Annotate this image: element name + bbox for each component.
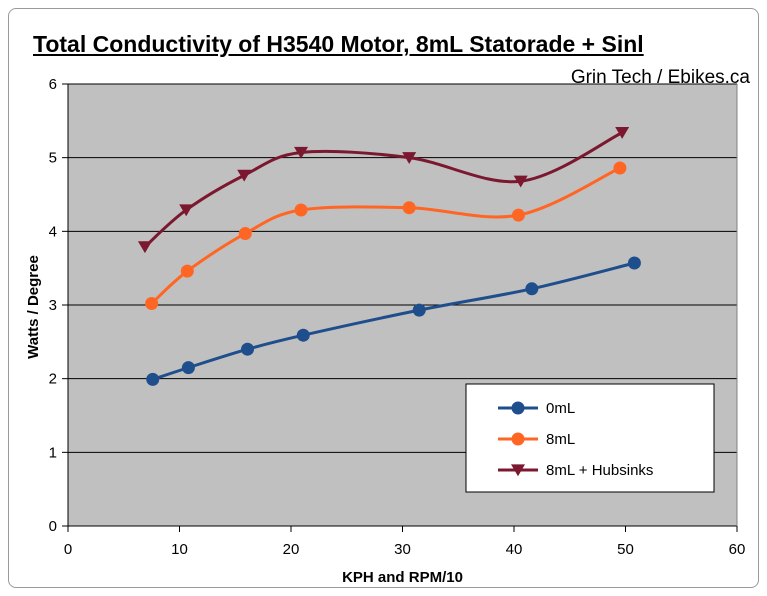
legend-item: 8mL + Hubsinks <box>498 462 653 479</box>
data-point <box>613 161 627 175</box>
series-group <box>137 127 641 386</box>
legend-marker <box>511 401 525 415</box>
series-1 <box>145 161 627 311</box>
y-tick-label: 0 <box>49 518 57 535</box>
data-point <box>146 372 160 386</box>
data-point <box>237 169 252 182</box>
y-tick-label: 2 <box>49 371 57 388</box>
y-tick-label: 5 <box>49 150 57 167</box>
data-point <box>145 297 159 311</box>
legend-marker <box>511 464 525 477</box>
x-tick-label: 40 <box>506 541 523 558</box>
y-tick-label: 4 <box>49 223 57 240</box>
data-point <box>525 282 539 296</box>
data-point <box>513 175 528 188</box>
data-point <box>294 146 309 159</box>
x-tick-label: 60 <box>729 541 746 558</box>
data-point <box>412 303 426 317</box>
legend: 0mL 8mL 8mL + Hubsinks <box>465 383 715 493</box>
x-tick-label: 10 <box>171 541 188 558</box>
data-point <box>179 204 194 217</box>
axes <box>62 83 738 532</box>
x-tick-label: 0 <box>64 541 72 558</box>
legend-label: 8mL <box>546 431 575 448</box>
x-tick-label: 20 <box>283 541 300 558</box>
x-axis-label: KPH and RPM/10 <box>342 569 463 586</box>
data-point <box>627 256 641 270</box>
data-point <box>402 201 416 215</box>
series-0 <box>146 256 641 386</box>
legend-item: 8mL <box>498 431 575 448</box>
data-point <box>296 328 310 342</box>
legend-label: 0mL <box>546 400 575 417</box>
x-tick-label: 30 <box>394 541 411 558</box>
legend-item: 0mL <box>498 400 575 417</box>
chart-title: Total Conductivity of H3540 Motor, 8mL S… <box>33 31 644 57</box>
y-tick-label: 6 <box>49 76 57 93</box>
y-tick-label: 3 <box>49 297 57 314</box>
data-point <box>238 227 252 241</box>
legend-marker <box>511 432 525 446</box>
y-axis-label: Watts / Degree <box>25 255 42 359</box>
y-tick-label: 1 <box>49 444 57 461</box>
data-point <box>181 361 195 375</box>
legend-label: 8mL + Hubsinks <box>546 462 653 479</box>
data-point <box>180 264 194 278</box>
data-point <box>511 208 525 222</box>
series-2 <box>137 127 630 254</box>
data-point <box>241 342 255 356</box>
x-tick-label: 50 <box>617 541 634 558</box>
chart-subtitle: Grin Tech / Ebikes.ca <box>570 67 750 88</box>
data-point <box>402 152 417 164</box>
data-point <box>137 241 152 254</box>
data-point <box>615 127 630 139</box>
data-point <box>294 203 308 217</box>
